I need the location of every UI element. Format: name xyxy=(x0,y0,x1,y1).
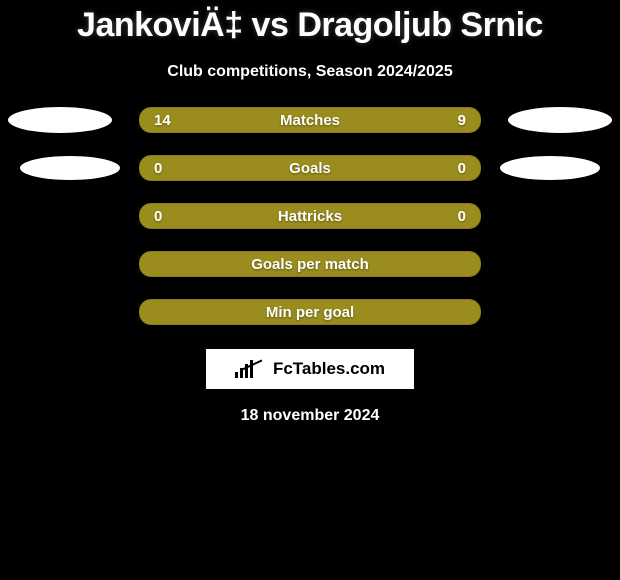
ellipse-right-icon xyxy=(500,156,600,180)
stat-row-min-per-goal: Min per goal xyxy=(0,299,620,325)
stat-row-goals-per-match: Goals per match xyxy=(0,251,620,277)
stat-pill: 0 Goals 0 xyxy=(139,155,481,181)
stat-right-value: 0 xyxy=(458,160,466,177)
stats-container: 14 Matches 9 0 Goals 0 0 Hattricks 0 xyxy=(0,107,620,325)
stat-right-value: 9 xyxy=(458,112,466,129)
stat-pill: Min per goal xyxy=(139,299,481,325)
stat-row-matches: 14 Matches 9 xyxy=(0,107,620,133)
stat-row-goals: 0 Goals 0 xyxy=(0,155,620,181)
stat-label: Matches xyxy=(140,112,480,129)
stat-label: Goals xyxy=(140,160,480,177)
page-subtitle: Club competitions, Season 2024/2025 xyxy=(0,63,620,81)
date-label: 18 november 2024 xyxy=(0,407,620,425)
ellipse-left-icon xyxy=(8,107,112,133)
page-title: JankoviÄ‡ vs Dragoljub Srnic xyxy=(0,0,620,45)
brand-box[interactable]: FcTables.com xyxy=(206,349,414,389)
stat-label: Hattricks xyxy=(140,208,480,225)
stat-label: Goals per match xyxy=(140,256,480,273)
ellipse-left-icon xyxy=(20,156,120,180)
stat-label: Min per goal xyxy=(140,304,480,321)
brand-text: FcTables.com xyxy=(273,359,385,379)
stat-right-value: 0 xyxy=(458,208,466,225)
stat-pill: Goals per match xyxy=(139,251,481,277)
stat-row-hattricks: 0 Hattricks 0 xyxy=(0,203,620,229)
stat-pill: 14 Matches 9 xyxy=(139,107,481,133)
stat-pill: 0 Hattricks 0 xyxy=(139,203,481,229)
ellipse-right-icon xyxy=(508,107,612,133)
